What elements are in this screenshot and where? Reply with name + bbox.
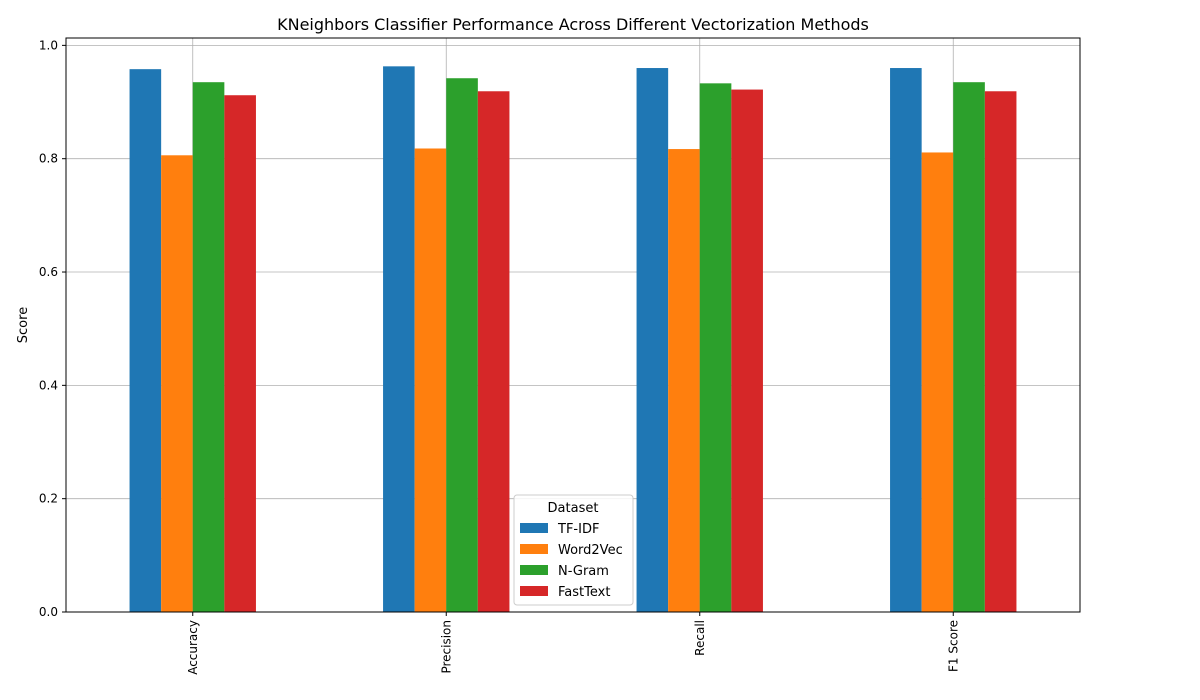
y-tick-label: 0.8 bbox=[39, 152, 58, 166]
legend: Dataset TF-IDF Word2Vec N-Gram FastText bbox=[513, 494, 634, 606]
y-tick-label: 0.6 bbox=[39, 265, 58, 279]
legend-label: TF-IDF bbox=[557, 522, 599, 537]
legend-label: FastText bbox=[558, 585, 610, 600]
bar-fasttext-precision bbox=[477, 91, 510, 613]
bar-word2vec-recall bbox=[668, 149, 700, 612]
bar-n-gram-recall bbox=[699, 83, 732, 613]
legend-box bbox=[513, 494, 634, 606]
bar-fasttext-f1-score bbox=[984, 91, 1017, 613]
bar-n-gram-precision bbox=[446, 78, 478, 612]
legend-swatch bbox=[520, 565, 548, 575]
legend-swatch bbox=[520, 523, 548, 533]
y-tick-label: 0.0 bbox=[39, 605, 58, 619]
bar-word2vec-accuracy bbox=[161, 155, 193, 612]
chart-title: KNeighbors Classifier Performance Across… bbox=[277, 15, 869, 34]
legend-title: Dataset bbox=[548, 501, 599, 516]
bar-word2vec-f1-score bbox=[921, 152, 954, 612]
bar-tf-idf-precision bbox=[383, 66, 415, 613]
legend-swatch bbox=[520, 544, 548, 554]
x-tick-label: F1 Score bbox=[946, 620, 960, 672]
bar-n-gram-f1-score bbox=[953, 82, 985, 612]
x-tick-label: Recall bbox=[693, 620, 707, 656]
bar-fasttext-recall bbox=[731, 89, 763, 613]
legend-label: Word2Vec bbox=[558, 543, 623, 558]
y-axis-label: Score bbox=[16, 307, 31, 343]
legend-items: TF-IDF Word2Vec N-Gram FastText bbox=[520, 522, 623, 600]
bar-tf-idf-recall bbox=[636, 68, 669, 612]
legend-label: N-Gram bbox=[558, 564, 609, 579]
y-tick-label: 1.0 bbox=[39, 38, 58, 52]
y-tick-label: 0.2 bbox=[39, 492, 58, 506]
y-axis-ticks: 0.0 0.2 0.4 0.6 0.8 1.0 bbox=[39, 38, 66, 619]
bars bbox=[129, 66, 1017, 613]
y-tick-label: 0.4 bbox=[39, 378, 58, 392]
plot-area-frame bbox=[65, 37, 1081, 613]
bar-word2vec-precision bbox=[414, 148, 447, 612]
x-tick-label: Precision bbox=[439, 620, 453, 674]
bar-tf-idf-f1-score bbox=[890, 68, 922, 612]
legend-swatch bbox=[520, 586, 548, 596]
bar-fasttext-accuracy bbox=[224, 95, 256, 613]
x-tick-label: Accuracy bbox=[186, 620, 200, 675]
bar-n-gram-accuracy bbox=[192, 82, 225, 612]
bar-tf-idf-accuracy bbox=[129, 69, 162, 612]
x-axis-ticks: Accuracy Precision Recall F1 Score bbox=[186, 612, 960, 675]
